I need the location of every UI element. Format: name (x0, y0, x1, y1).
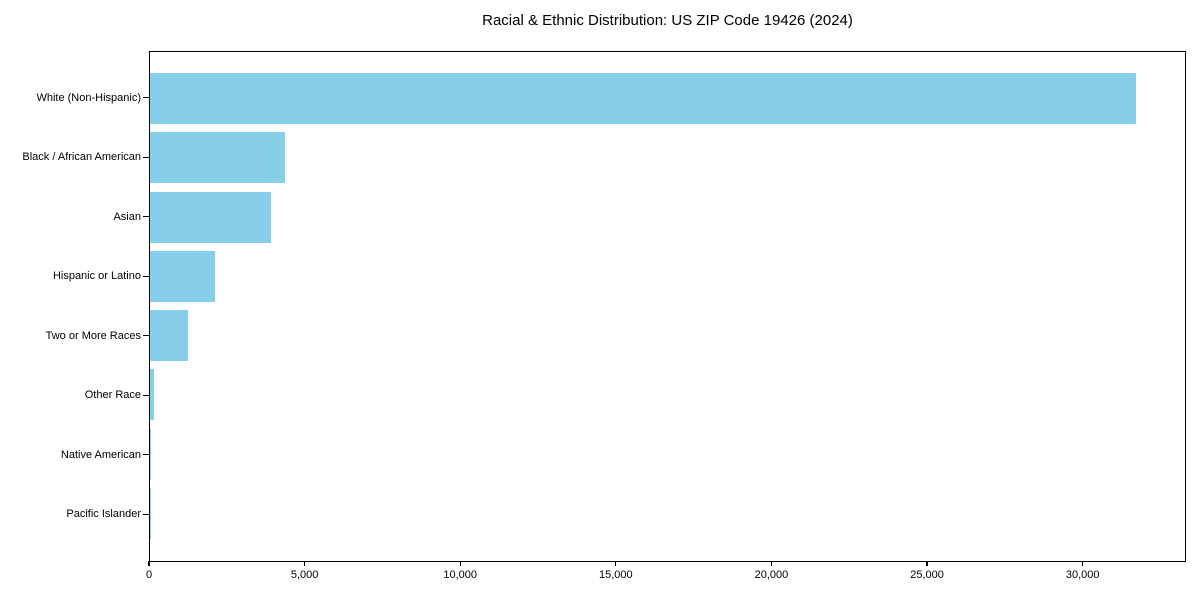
bar-row (150, 425, 1185, 484)
bars-container (150, 52, 1185, 561)
x-tick-mark (1082, 561, 1084, 566)
x-tick-label: 10,000 (443, 569, 478, 581)
y-tick-mark (143, 513, 149, 515)
x-tick-mark (770, 561, 773, 566)
x-tick-label: 0 (145, 569, 153, 581)
y-tick-label: White (Non-Hispanic) (36, 91, 141, 104)
x-tick-mark (615, 561, 617, 566)
y-tick-mark (143, 97, 149, 99)
chart-title: Racial & Ethnic Distribution: US ZIP Cod… (482, 12, 853, 29)
y-tick-label: Two or More Races (45, 329, 141, 342)
y-tick-label: Hispanic or Latino (52, 270, 141, 283)
bar (150, 191, 271, 243)
bar (150, 250, 215, 302)
bar (150, 73, 1136, 125)
bar-row (150, 484, 1185, 543)
x-tick-label: 25,000 (910, 569, 944, 581)
y-tick-mark (143, 335, 149, 337)
bar-row (150, 69, 1185, 128)
y-tick-mark (143, 156, 149, 158)
bar (150, 132, 285, 184)
x-tick-mark (459, 561, 461, 566)
bar-row (150, 365, 1185, 424)
bar (150, 428, 151, 480)
y-tick-label: Other Race (84, 389, 141, 402)
y-tick-mark (143, 394, 149, 396)
x-tick-mark (148, 561, 150, 566)
x-tick-label: 30,000 (1065, 569, 1100, 581)
bar-row (150, 306, 1185, 365)
y-tick-label: Asian (113, 210, 141, 223)
x-tick-mark (926, 561, 928, 566)
bar-row (150, 247, 1185, 306)
x-tick-mark (303, 561, 306, 566)
x-tick-label: 15,000 (599, 569, 633, 581)
bar-row (150, 188, 1185, 247)
y-tick-mark (143, 216, 149, 218)
y-tick-label: Pacific Islander (66, 508, 141, 521)
x-tick-label: 20,000 (754, 569, 789, 581)
y-tick-mark (143, 275, 149, 277)
y-tick-label: Black / African American (22, 151, 141, 164)
x-tick-label: 5,000 (290, 569, 319, 581)
plot-area (149, 51, 1186, 562)
bar-row (150, 128, 1185, 187)
bar (150, 369, 155, 421)
bar (150, 310, 188, 362)
y-tick-label: Native American (60, 448, 141, 461)
y-tick-mark (143, 454, 149, 456)
